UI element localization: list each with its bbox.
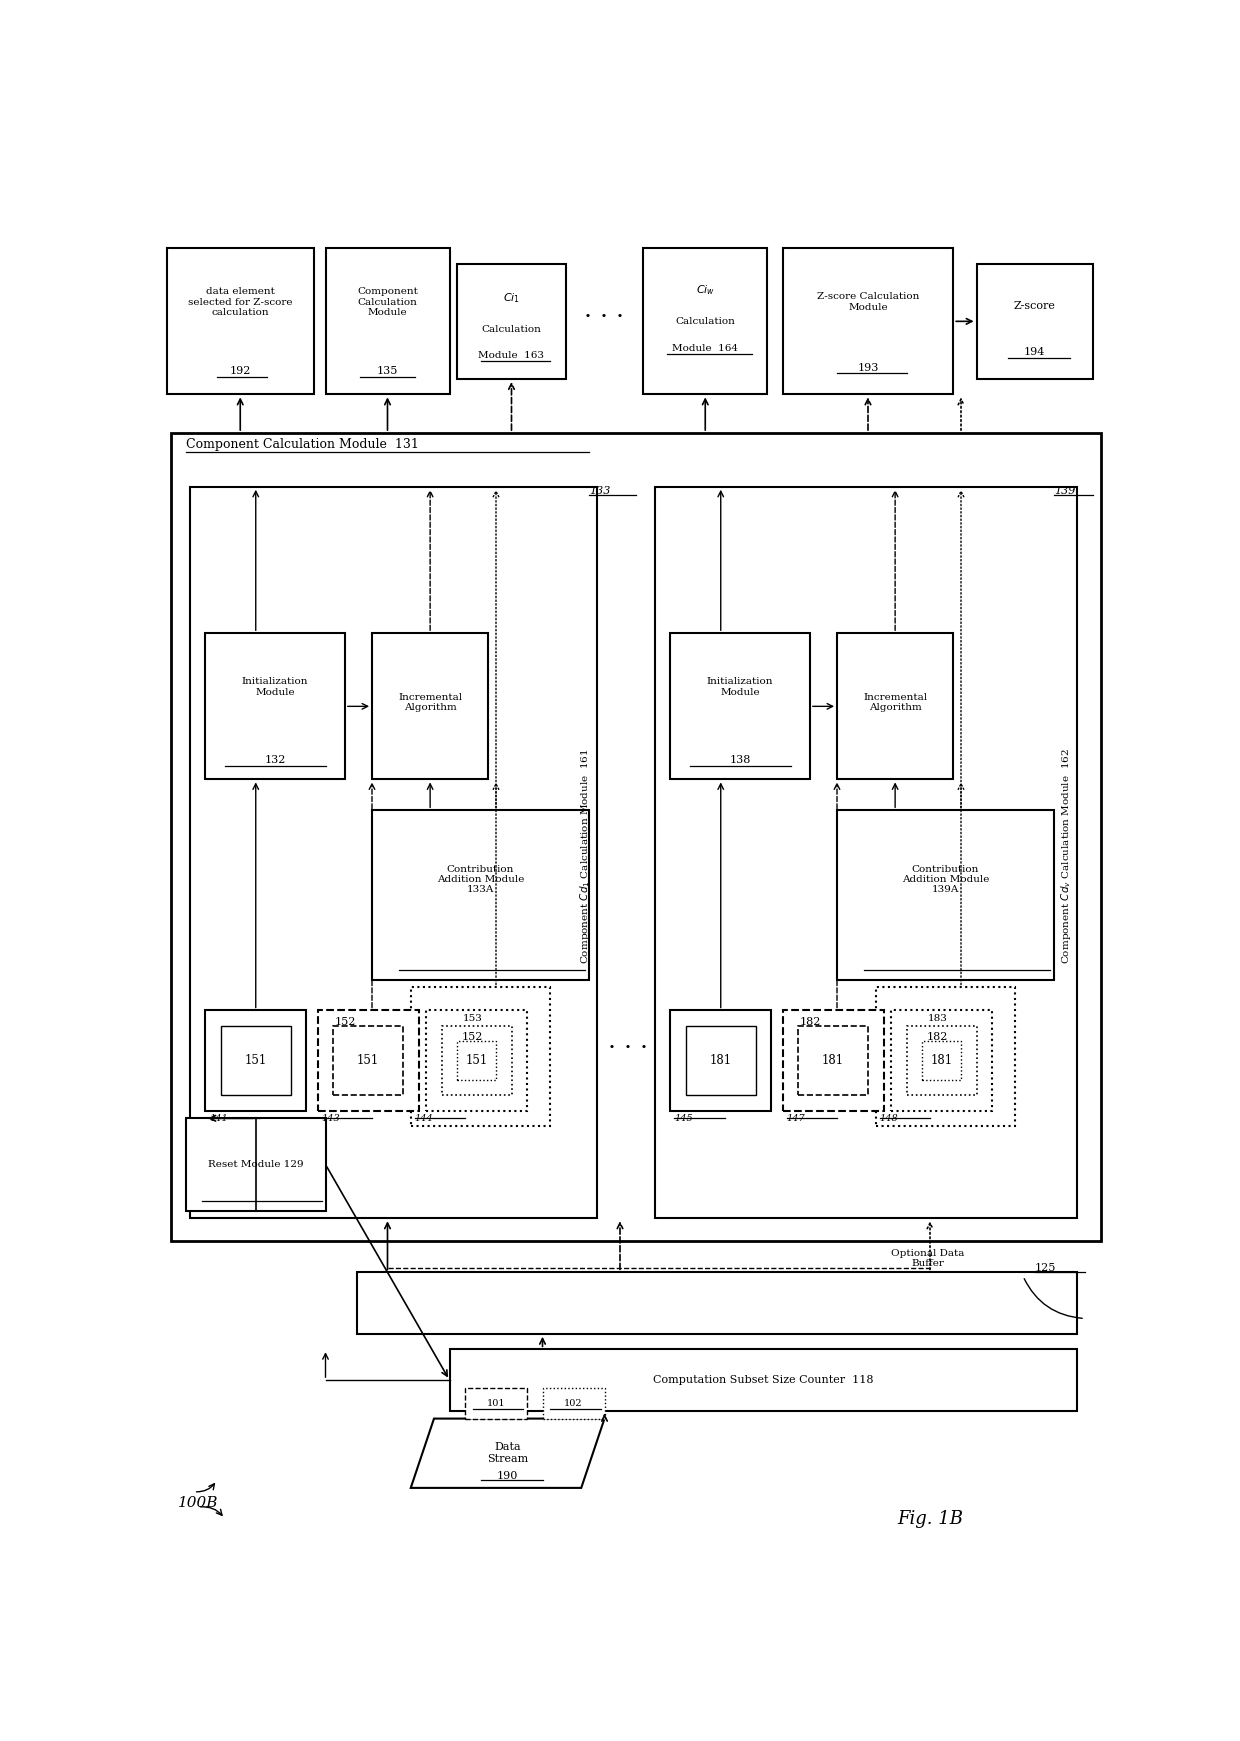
Bar [325, 249, 449, 395]
Text: 190: 190 [497, 1471, 518, 1482]
Text: 181: 181 [822, 1053, 844, 1067]
Text: 135: 135 [377, 366, 398, 376]
Text: Initialization
Module: Initialization Module [242, 677, 309, 696]
Bar [799, 1025, 868, 1095]
Bar [171, 434, 1101, 1241]
Bar [458, 263, 565, 380]
Text: 153: 153 [463, 1013, 482, 1022]
Bar [206, 634, 345, 780]
Bar [465, 1388, 527, 1419]
Text: 182: 182 [928, 1032, 949, 1043]
Polygon shape [410, 1419, 605, 1489]
Text: 147: 147 [786, 1114, 805, 1123]
Bar [837, 810, 1054, 980]
Bar [782, 1010, 883, 1111]
Text: Component
Calculation
Module: Component Calculation Module [357, 287, 418, 317]
Text: 152: 152 [463, 1032, 484, 1043]
Text: 181: 181 [930, 1053, 952, 1067]
Bar [186, 1118, 325, 1210]
Text: Reset Module 129: Reset Module 129 [208, 1160, 304, 1168]
Bar [671, 634, 810, 780]
Bar [441, 1025, 511, 1095]
Bar [655, 487, 1078, 1219]
Text: Incremental
Algorithm: Incremental Algorithm [398, 693, 463, 712]
Text: 181: 181 [709, 1053, 732, 1067]
Bar [427, 1010, 527, 1111]
Text: 151: 151 [465, 1053, 487, 1067]
Text: Component Calculation Module  131: Component Calculation Module 131 [186, 439, 419, 451]
Bar [782, 249, 954, 395]
Text: Computation Subset Size Counter  118: Computation Subset Size Counter 118 [653, 1375, 874, 1386]
Text: Component $Cd_1$ Calculation Module  161: Component $Cd_1$ Calculation Module 161 [578, 749, 593, 965]
Bar [410, 987, 551, 1126]
Bar [334, 1025, 403, 1095]
Text: 102: 102 [564, 1398, 583, 1408]
Text: Data
Stream: Data Stream [487, 1443, 528, 1464]
Text: $Ci_w$: $Ci_w$ [696, 284, 714, 298]
Text: 192: 192 [229, 366, 250, 376]
Text: 132: 132 [264, 756, 285, 766]
Bar [372, 634, 489, 780]
Text: · · ·: · · · [608, 1038, 647, 1060]
Text: 152: 152 [335, 1017, 356, 1027]
Text: Contribution
Addition Module
139A: Contribution Addition Module 139A [901, 865, 990, 895]
Text: Module  163: Module 163 [479, 352, 544, 360]
Bar [671, 1010, 771, 1111]
Text: 193: 193 [857, 362, 879, 373]
Text: Z-score: Z-score [1013, 301, 1055, 312]
Text: · · ·: · · · [584, 306, 625, 329]
Bar [206, 1010, 306, 1111]
Text: Contribution
Addition Module
133A: Contribution Addition Module 133A [436, 865, 525, 895]
Bar [221, 1025, 290, 1095]
Bar [686, 1025, 755, 1095]
Text: Fig. 1B: Fig. 1B [897, 1509, 963, 1527]
Text: Incremental
Algorithm: Incremental Algorithm [863, 693, 928, 712]
Text: Z-score Calculation
Module: Z-score Calculation Module [817, 292, 919, 312]
Text: 141: 141 [210, 1114, 228, 1123]
Text: Module  164: Module 164 [672, 343, 738, 353]
Text: 151: 151 [357, 1053, 379, 1067]
Text: 148: 148 [879, 1114, 898, 1123]
Bar [357, 1273, 1078, 1334]
Bar [644, 249, 768, 395]
Text: 138: 138 [729, 756, 750, 766]
Text: 100B: 100B [179, 1496, 218, 1509]
Text: 145: 145 [675, 1114, 693, 1123]
Bar [875, 987, 1016, 1126]
Text: data element
selected for Z-score
calculation: data element selected for Z-score calcul… [188, 287, 293, 317]
Bar [543, 1388, 605, 1419]
Bar [923, 1041, 961, 1079]
Text: Optional Data
Buffer: Optional Data Buffer [892, 1248, 965, 1269]
Text: Component $Cd_v$ Calculation Module  162: Component $Cd_v$ Calculation Module 162 [1059, 749, 1073, 965]
Bar [166, 249, 314, 395]
Text: 194: 194 [1024, 346, 1045, 357]
Text: 101: 101 [486, 1398, 506, 1408]
Text: 144: 144 [414, 1114, 433, 1123]
Bar [892, 1010, 992, 1111]
Bar [190, 487, 596, 1219]
Bar [837, 634, 954, 780]
Text: 151: 151 [244, 1053, 267, 1067]
Bar [449, 1349, 1078, 1410]
Text: $Ci_1$: $Ci_1$ [503, 291, 520, 305]
Bar [372, 810, 589, 980]
Text: Initialization
Module: Initialization Module [707, 677, 774, 696]
Bar [317, 1010, 419, 1111]
Bar [906, 1025, 977, 1095]
Text: 133: 133 [589, 486, 610, 496]
Text: 183: 183 [928, 1013, 947, 1022]
Text: Calculation: Calculation [481, 324, 542, 334]
Text: 143: 143 [321, 1114, 340, 1123]
Text: 182: 182 [800, 1017, 821, 1027]
Bar [977, 263, 1092, 380]
Text: 139: 139 [1054, 486, 1075, 496]
Text: Calculation: Calculation [676, 317, 735, 326]
Bar [458, 1041, 496, 1079]
Text: 125: 125 [1034, 1264, 1056, 1273]
